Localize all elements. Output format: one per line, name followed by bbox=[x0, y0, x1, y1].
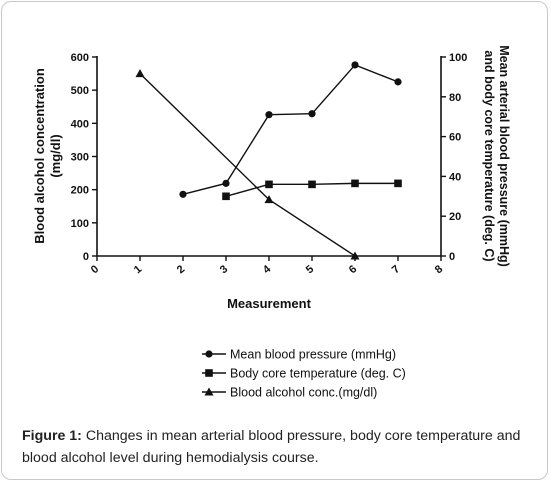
legend-label: Body core temperature (deg. C) bbox=[230, 367, 406, 381]
data-point-square bbox=[308, 180, 316, 189]
data-point-square bbox=[351, 179, 359, 188]
figure-caption: Figure 1: Changes in mean arterial blood… bbox=[22, 425, 542, 469]
data-point-circle bbox=[308, 110, 316, 118]
right-tick-label: 100 bbox=[449, 52, 467, 64]
x-tick-label: 5 bbox=[304, 263, 316, 276]
caption-label: Figure 1: bbox=[22, 428, 82, 444]
legend-label: Mean blood pressure (mmHg) bbox=[230, 348, 396, 362]
left-tick-label: 400 bbox=[71, 118, 89, 130]
x-tick-label: 0 bbox=[89, 263, 101, 276]
x-tick-label: 4 bbox=[261, 263, 274, 277]
data-point-triangle bbox=[135, 69, 145, 78]
right-axis-title-line: and body core temperature (deg. C) bbox=[482, 50, 496, 261]
x-tick-label: 3 bbox=[218, 263, 230, 276]
left-tick-label: 600 bbox=[71, 52, 89, 64]
left-tick-label: 500 bbox=[71, 85, 89, 97]
right-tick-label: 20 bbox=[449, 211, 461, 223]
left-tick-label: 300 bbox=[71, 152, 89, 164]
right-tick-label: 80 bbox=[449, 92, 461, 104]
right-axis-title-line: Mean arterial blood pressure (mmHg) bbox=[497, 45, 511, 267]
left-tick-label: 0 bbox=[83, 251, 89, 263]
legend-marker-triangle bbox=[204, 387, 214, 396]
series-line-circle bbox=[182, 64, 399, 195]
data-point-triangle bbox=[350, 251, 360, 260]
left-tick-label: 100 bbox=[71, 218, 89, 230]
data-point-square bbox=[222, 192, 230, 201]
left-axis-title-line: Blood alcohol concentration bbox=[32, 68, 47, 244]
right-axis-title: Mean arterial blood pressure (mmHg)and b… bbox=[482, 45, 511, 267]
legend-label: Blood alcohol conc.(mg/dl) bbox=[230, 386, 377, 400]
caption-text: Changes in mean arterial blood pressure,… bbox=[22, 428, 521, 466]
data-point-square bbox=[265, 180, 273, 189]
data-point-circle bbox=[351, 61, 359, 69]
data-point-circle bbox=[222, 179, 230, 187]
data-point-square bbox=[394, 179, 402, 188]
x-tick-label: 6 bbox=[347, 263, 359, 276]
left-tick-label: 200 bbox=[71, 185, 89, 197]
right-tick-label: 60 bbox=[449, 132, 461, 144]
x-tick-label: 2 bbox=[175, 263, 187, 276]
x-axis-title: Measurement bbox=[227, 296, 311, 311]
left-axis-title: Blood alcohol concentration(mg/dl) bbox=[32, 68, 63, 244]
left-axis-title-line: (mg/dl) bbox=[48, 134, 63, 177]
x-tick-label: 8 bbox=[433, 263, 445, 276]
data-point-circle bbox=[394, 78, 402, 86]
right-tick-label: 40 bbox=[449, 171, 461, 183]
legend-marker-square bbox=[205, 369, 213, 377]
x-tick-label: 7 bbox=[390, 263, 402, 276]
data-point-triangle bbox=[264, 195, 274, 204]
legend-marker-circle bbox=[205, 350, 213, 358]
data-point-circle bbox=[179, 190, 187, 198]
right-tick-label: 0 bbox=[449, 251, 455, 263]
data-point-circle bbox=[265, 111, 273, 119]
x-tick-label: 1 bbox=[132, 263, 144, 276]
